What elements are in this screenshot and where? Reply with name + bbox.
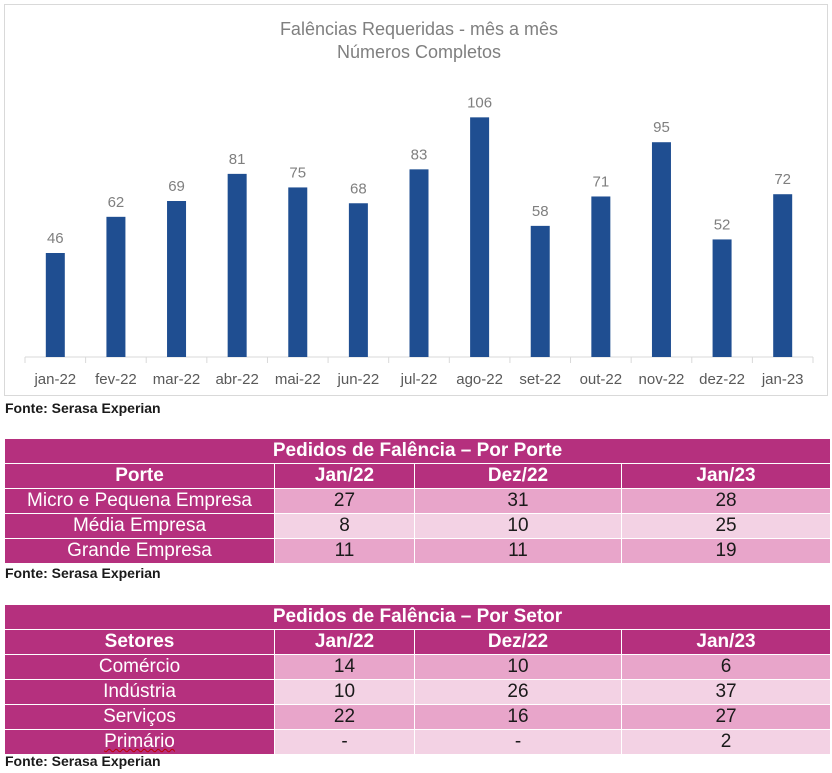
x-tick-label: jun-22 <box>337 371 380 388</box>
table-row: Grande Empresa 11 11 19 <box>4 538 832 564</box>
x-tick-label: jan-23 <box>761 371 804 388</box>
bar-mai-22 <box>288 187 308 357</box>
x-tick-label: dez-22 <box>699 371 745 388</box>
table-porte-source: Fonte: Serasa Experian <box>5 565 161 581</box>
column-header: Jan/23 <box>620 463 832 489</box>
bar-jan-23 <box>773 194 793 357</box>
bar-abr-22 <box>227 173 247 357</box>
table-cell: 19 <box>620 538 832 564</box>
row-label: Micro e Pequena Empresa <box>4 488 275 514</box>
data-label: 72 <box>774 171 791 188</box>
row-label: Comércio <box>4 654 275 680</box>
x-tick-label: ago-22 <box>456 371 503 388</box>
table-cell: - <box>414 729 622 755</box>
x-tick-label: mar-22 <box>153 371 201 388</box>
table-cell: 6 <box>620 654 832 680</box>
table-por-porte: Pedidos de Falência – Por Porte Porte Ja… <box>3 438 832 564</box>
column-header: Dez/22 <box>414 463 622 489</box>
bar-jul-22 <box>409 169 429 357</box>
column-header: Jan/23 <box>620 629 832 655</box>
chart-title: Falências Requeridas - mês a mês <box>280 19 558 39</box>
data-label: 75 <box>289 164 306 181</box>
table-row: Serviços 22 16 27 <box>4 704 832 730</box>
row-label: Indústria <box>4 679 275 705</box>
bar-mar-22 <box>167 201 187 357</box>
table-title: Pedidos de Falência – Por Porte <box>3 438 832 464</box>
data-label: 46 <box>47 230 64 247</box>
column-header: Jan/22 <box>274 629 415 655</box>
table-cell: - <box>274 729 415 755</box>
chart-source: Fonte: Serasa Experian <box>5 400 161 416</box>
table-cell: 11 <box>414 538 622 564</box>
table-row: Micro e Pequena Empresa 27 31 28 <box>4 488 832 514</box>
table-cell: 27 <box>620 704 832 730</box>
table-setor-source: Fonte: Serasa Experian <box>5 753 161 769</box>
row-label-text: Primário <box>104 731 175 752</box>
table-cell: 10 <box>414 513 622 539</box>
table-cell: 31 <box>414 488 622 514</box>
row-label: Serviços <box>4 704 275 730</box>
row-label: Primário <box>4 729 275 755</box>
table-row: Indústria 10 26 37 <box>4 679 832 705</box>
column-header: Jan/22 <box>274 463 415 489</box>
table-cell: 37 <box>620 679 832 705</box>
data-label: 58 <box>532 203 549 220</box>
table-cell: 28 <box>620 488 832 514</box>
data-label: 69 <box>168 178 185 195</box>
row-label: Média Empresa <box>4 513 275 539</box>
table-cell: 10 <box>414 654 622 680</box>
table-title: Pedidos de Falência – Por Setor <box>3 604 832 630</box>
table-cell: 22 <box>274 704 415 730</box>
row-label: Grande Empresa <box>4 538 275 564</box>
column-header: Dez/22 <box>414 629 622 655</box>
x-tick-label: jul-22 <box>400 371 438 388</box>
column-header: Porte <box>4 463 275 489</box>
bar-ago-22 <box>470 117 490 357</box>
table-cell: 27 <box>274 488 415 514</box>
data-label: 81 <box>229 151 246 168</box>
table-row: Primário - - 2 <box>4 729 832 755</box>
bar-nov-22 <box>651 142 671 357</box>
table-cell: 25 <box>620 513 832 539</box>
x-tick-label: set-22 <box>519 371 561 388</box>
bar-set-22 <box>530 225 550 357</box>
bars-group: 46 jan-22 62 fev-22 69 mar-22 81 abr-22 75 mai-22… <box>24 94 814 388</box>
table-cell: 2 <box>620 729 832 755</box>
x-tick-label: mai-22 <box>275 371 321 388</box>
bar-out-22 <box>591 196 611 357</box>
data-label: 52 <box>714 216 731 233</box>
bar-fev-22 <box>106 216 126 357</box>
data-label: 62 <box>108 194 125 211</box>
data-label: 68 <box>350 180 367 197</box>
data-label: 106 <box>467 94 492 111</box>
bar-jan-22 <box>45 253 65 357</box>
table-cell: 11 <box>274 538 415 564</box>
bar-jun-22 <box>348 203 368 357</box>
data-label: 71 <box>593 173 610 190</box>
table-cell: 10 <box>274 679 415 705</box>
x-tick-label: out-22 <box>580 371 623 388</box>
table-row: Média Empresa 8 10 25 <box>4 513 832 539</box>
table-cell: 14 <box>274 654 415 680</box>
x-tick-label: abr-22 <box>215 371 258 388</box>
table-cell: 8 <box>274 513 415 539</box>
data-label: 83 <box>411 146 428 163</box>
chart-subtitle: Números Completos <box>337 42 501 62</box>
table-row: Comércio 14 10 6 <box>4 654 832 680</box>
table-cell: 26 <box>414 679 622 705</box>
bar-dez-22 <box>712 239 732 357</box>
table-por-setor: Pedidos de Falência – Por Setor Setores … <box>3 604 832 755</box>
chart-area: Falências Requeridas - mês a mês Números… <box>4 4 828 396</box>
x-tick-label: jan-22 <box>33 371 76 388</box>
x-tick-label: nov-22 <box>639 371 685 388</box>
data-label: 95 <box>653 119 670 136</box>
bar-chart: Falências Requeridas - mês a mês Números… <box>24 19 814 388</box>
column-header: Setores <box>4 629 275 655</box>
x-tick-label: fev-22 <box>95 371 137 388</box>
table-cell: 16 <box>414 704 622 730</box>
